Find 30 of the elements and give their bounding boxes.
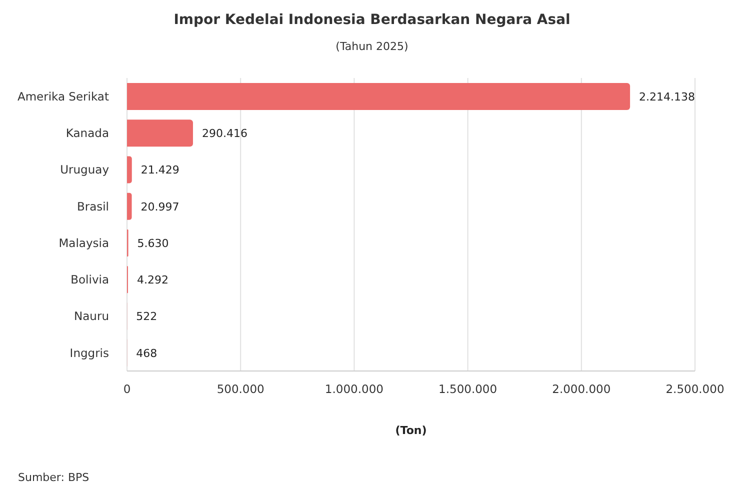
x-tick-label: 0 [123,382,131,396]
y-tick-label: Brasil [76,199,109,214]
y-tick-label: Inggris [70,346,109,360]
y-tick-label: Nauru [74,309,109,324]
y-tick-label: Uruguay [60,162,110,177]
data-label: 522 [136,310,158,324]
x-tick-label: 500.000 [216,382,264,396]
data-label: 290.416 [202,127,248,140]
y-tick-label: Kanada [66,126,109,140]
text: Sumber: BPS [18,471,90,484]
bar [127,156,132,184]
data-label: 20.997 [140,200,180,214]
x-axis-title: (Ton) [394,424,428,437]
data-label: 4.292 [136,274,168,287]
bar [127,120,193,147]
x-tick-label: 2.000.000 [552,382,611,396]
x-tick-label: 1.000.000 [324,382,384,396]
data-label: 468 [136,346,158,360]
bar [127,192,132,220]
y-tick-label: Amerika Serikat [17,89,110,104]
chart-title: Impor Kedelai Indonesia Berdasarkan Negara Asal [172,12,572,28]
data-label: 5.630 [137,236,169,250]
y-tick-label: Bolivia [70,272,109,287]
x-tick-label: 2.500.000 [666,382,724,396]
y-tick-label: Malaysia [58,236,109,250]
data-label: 2.214.138 [639,90,696,104]
x-tick-label: 1.500.000 [438,382,498,396]
data-label: 21.429 [140,164,180,177]
chart-subtitle: (Tahun 2025) [334,40,410,53]
bar [127,83,630,110]
